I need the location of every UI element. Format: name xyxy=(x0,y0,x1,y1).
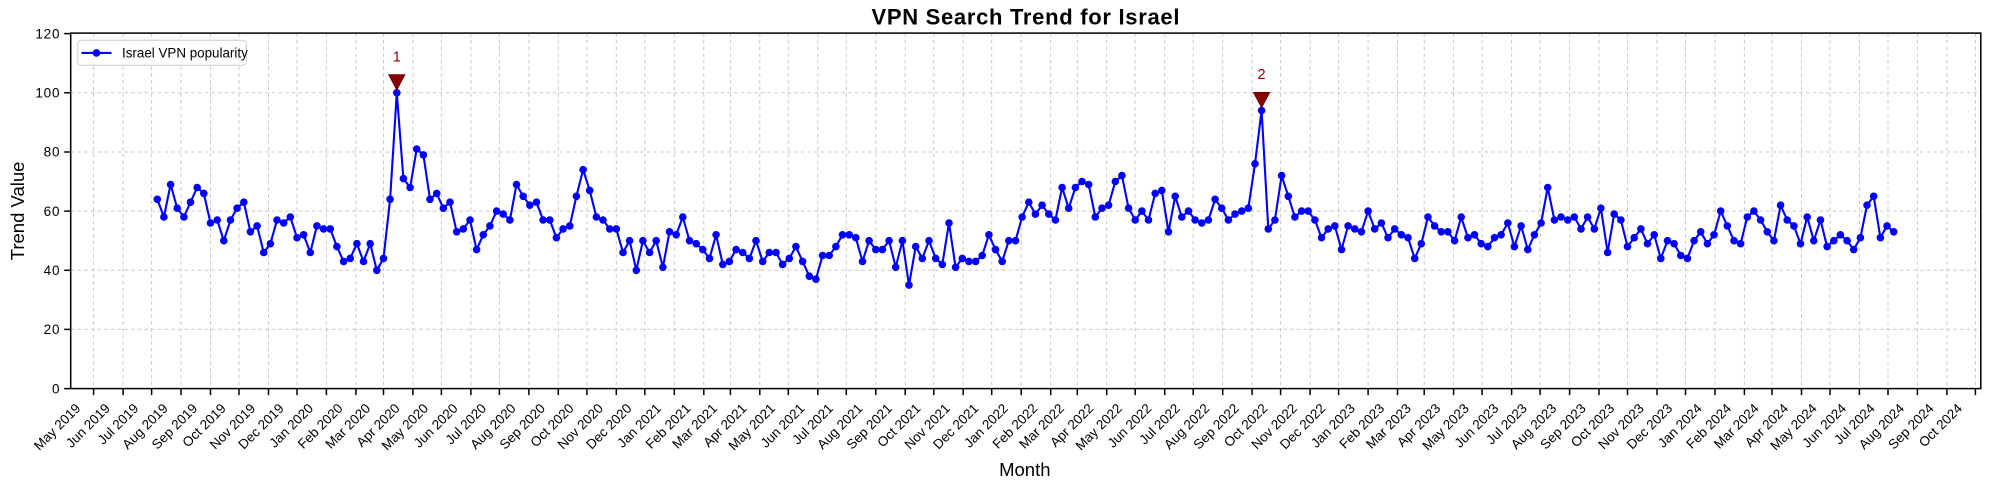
svg-text:40: 40 xyxy=(44,263,61,278)
svg-text:0: 0 xyxy=(52,381,60,396)
svg-text:2: 2 xyxy=(1258,67,1266,83)
svg-text:Israel VPN popularity: Israel VPN popularity xyxy=(122,45,248,60)
svg-text:VPN Search Trend for Israel: VPN Search Trend for Israel xyxy=(871,4,1180,29)
svg-text:80: 80 xyxy=(44,145,61,160)
svg-text:120: 120 xyxy=(35,26,60,41)
svg-text:1: 1 xyxy=(393,49,401,65)
svg-text:20: 20 xyxy=(44,322,61,337)
svg-text:60: 60 xyxy=(44,204,61,219)
svg-text:Trend Value: Trend Value xyxy=(7,162,28,261)
svg-text:Month: Month xyxy=(999,459,1050,480)
svg-text:100: 100 xyxy=(35,86,60,101)
